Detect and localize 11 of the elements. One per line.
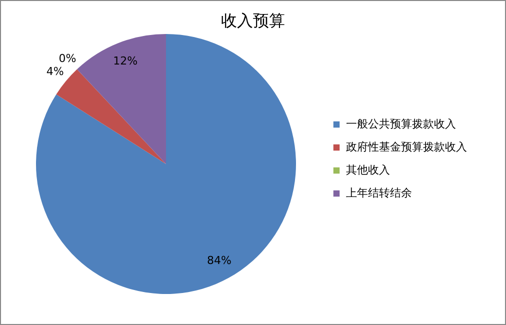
data-label: 84%: [207, 254, 232, 267]
legend-label: 其他收入: [346, 164, 390, 176]
chart-title: 收入预算: [221, 11, 285, 30]
text: 0%: [58, 52, 76, 66]
data-label: 12%: [113, 54, 138, 68]
data-label: 4%: [46, 65, 64, 78]
legend-label: 上年结转结余: [346, 186, 412, 200]
legend-label: 一般公共预算拨款收入: [346, 118, 456, 130]
pie-slice: [77, 34, 166, 164]
pie-slice: [36, 34, 296, 294]
legend-label: 政府性基金预算拨款收入: [346, 140, 467, 154]
